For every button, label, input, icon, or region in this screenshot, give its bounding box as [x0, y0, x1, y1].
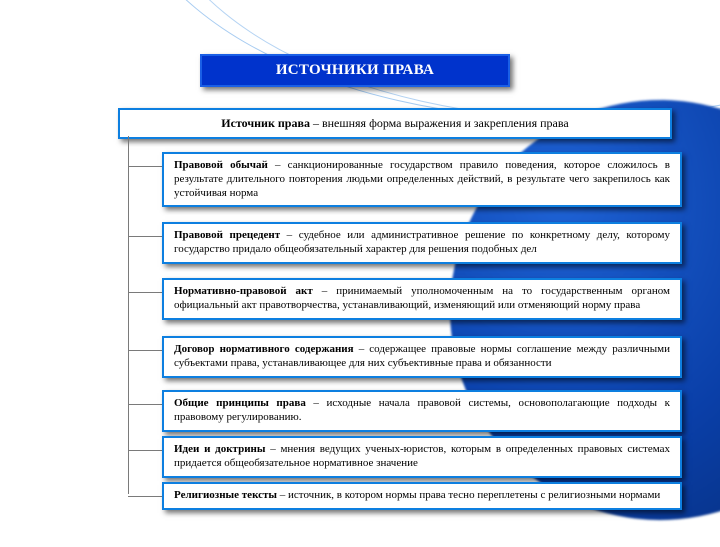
connector-horizontal [128, 404, 162, 405]
definition-box: Источник права – внешняя форма выражения… [118, 108, 672, 139]
diagram-title: ИСТОЧНИКИ ПРАВА [200, 54, 510, 87]
item-box: Религиозные тексты – источник, в котором… [162, 482, 682, 510]
connector-horizontal [128, 292, 162, 293]
item-box: Правовой обычай – санкционированные госу… [162, 152, 682, 207]
item-term: Правовой прецедент [174, 229, 280, 241]
item-box: Идеи и доктрины – мнения ведущих ученых-… [162, 436, 682, 478]
item-term: Нормативно-правовой акт [174, 285, 313, 297]
item-term: Правовой обычай [174, 159, 268, 171]
item-term: Договор нормативного содержания [174, 343, 354, 355]
connector-vertical [128, 136, 129, 494]
connector-horizontal [128, 166, 162, 167]
item-box: Договор нормативного содержания – содерж… [162, 336, 682, 378]
definition-rest: – внешняя форма выражения и закрепления … [310, 116, 569, 130]
connector-horizontal [128, 236, 162, 237]
item-box: Правовой прецедент – судебное или админи… [162, 222, 682, 264]
item-term: Религиозные тексты [174, 489, 280, 501]
diagram-stage: ИСТОЧНИКИ ПРАВА Источник права – внешняя… [0, 0, 720, 540]
item-box: Нормативно-правовой акт – принимаемый уп… [162, 278, 682, 320]
item-term: Общие принципы права [174, 397, 306, 409]
item-box: Общие принципы права – исходные начала п… [162, 390, 682, 432]
definition-term: Источник права [221, 116, 310, 130]
connector-horizontal [128, 496, 162, 497]
item-rest: – источник, в котором нормы права тесно … [280, 489, 661, 501]
item-term: Идеи и доктрины [174, 443, 265, 455]
connector-horizontal [128, 450, 162, 451]
connector-horizontal [128, 350, 162, 351]
